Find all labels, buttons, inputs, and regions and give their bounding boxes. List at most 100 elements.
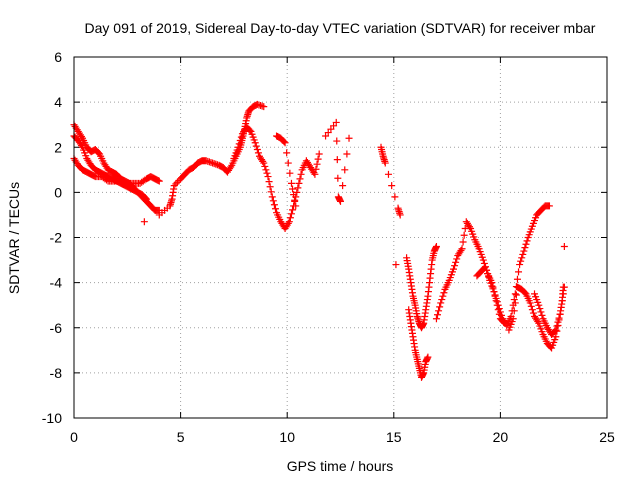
data-point xyxy=(297,170,305,178)
data-point xyxy=(436,303,444,311)
data-point xyxy=(246,126,254,134)
data-point xyxy=(483,266,491,274)
data-point xyxy=(391,193,399,201)
data-point xyxy=(513,275,521,283)
data-point xyxy=(77,133,85,141)
plot-frame xyxy=(73,56,608,419)
data-point xyxy=(519,250,527,258)
series-trace-i xyxy=(432,218,509,327)
data-point xyxy=(290,191,298,199)
data-point xyxy=(518,254,526,262)
data-point xyxy=(392,261,400,269)
data-point xyxy=(261,162,269,170)
data-point xyxy=(553,322,561,330)
data-point xyxy=(237,133,245,141)
series-trace-f xyxy=(273,118,404,269)
data-point xyxy=(551,327,559,335)
data-point xyxy=(270,201,278,209)
data-point xyxy=(235,140,243,148)
data-point xyxy=(381,159,389,167)
data-point xyxy=(517,257,525,265)
data-point xyxy=(535,301,543,309)
data-point xyxy=(515,268,523,276)
data-point xyxy=(526,299,534,307)
data-point xyxy=(512,291,520,299)
data-point xyxy=(284,219,292,227)
series-trace-l xyxy=(531,283,567,339)
data-point xyxy=(511,290,519,298)
data-point xyxy=(560,243,568,251)
data-point xyxy=(268,193,276,201)
data-point xyxy=(269,197,277,205)
data-point xyxy=(227,163,235,171)
data-point xyxy=(510,307,518,315)
data-points xyxy=(70,100,568,381)
data-point xyxy=(435,307,443,315)
data-point xyxy=(333,137,341,145)
data-point xyxy=(289,185,297,193)
data-point xyxy=(534,318,542,326)
data-point xyxy=(438,296,446,304)
data-point xyxy=(520,247,528,255)
data-point xyxy=(493,298,501,306)
data-point xyxy=(252,142,260,150)
data-point xyxy=(103,176,111,184)
series-trace-e xyxy=(230,123,323,232)
data-point xyxy=(170,182,178,190)
data-point xyxy=(253,146,261,154)
x-tick-label: 0 xyxy=(70,429,78,445)
y-tick-label: -4 xyxy=(50,275,63,291)
data-point xyxy=(437,299,445,307)
data-point xyxy=(284,159,292,167)
data-point xyxy=(343,150,351,158)
data-point xyxy=(172,180,180,188)
data-point xyxy=(536,305,544,313)
data-point xyxy=(465,223,473,231)
data-point xyxy=(528,306,536,314)
y-tick-label: 0 xyxy=(54,184,62,200)
x-tick-label: 15 xyxy=(386,429,402,445)
data-point xyxy=(140,218,148,226)
data-point xyxy=(334,174,342,182)
data-point xyxy=(142,195,150,203)
data-point xyxy=(451,262,459,270)
data-point xyxy=(266,183,274,191)
y-axis-label: SDTVAR / TECUs xyxy=(6,182,22,294)
data-point xyxy=(457,246,465,254)
data-point xyxy=(555,314,563,322)
y-tick-label: 2 xyxy=(54,139,62,155)
data-point xyxy=(332,118,340,126)
data-point xyxy=(294,184,302,192)
data-point xyxy=(554,318,562,326)
chart-title: Day 091 of 2019, Sidereal Day-to-day VTE… xyxy=(85,20,596,36)
series-trace-h xyxy=(405,306,432,381)
data-point xyxy=(173,178,181,186)
data-point xyxy=(265,178,273,186)
data-point xyxy=(459,238,467,246)
y-tick-label: -10 xyxy=(42,410,62,426)
data-point xyxy=(485,273,493,281)
data-point xyxy=(492,294,500,302)
data-point xyxy=(280,138,288,146)
x-tick-label: 25 xyxy=(599,429,615,445)
series-trace-g xyxy=(403,243,440,332)
data-point xyxy=(155,177,163,185)
data-point xyxy=(494,301,502,309)
data-point xyxy=(289,206,297,214)
data-point xyxy=(295,179,303,187)
data-point xyxy=(510,296,518,304)
data-point xyxy=(283,149,291,157)
x-axis-label: GPS time / hours xyxy=(287,458,394,474)
data-point xyxy=(434,311,442,319)
y-tick-label: 6 xyxy=(54,49,62,65)
y-tick-label: 4 xyxy=(54,94,62,110)
data-point xyxy=(523,237,531,245)
data-point xyxy=(281,139,289,147)
data-point xyxy=(460,231,468,239)
data-point xyxy=(264,173,272,181)
data-point xyxy=(481,263,489,271)
data-point xyxy=(287,210,295,218)
data-point xyxy=(333,156,341,164)
data-point xyxy=(440,289,448,297)
